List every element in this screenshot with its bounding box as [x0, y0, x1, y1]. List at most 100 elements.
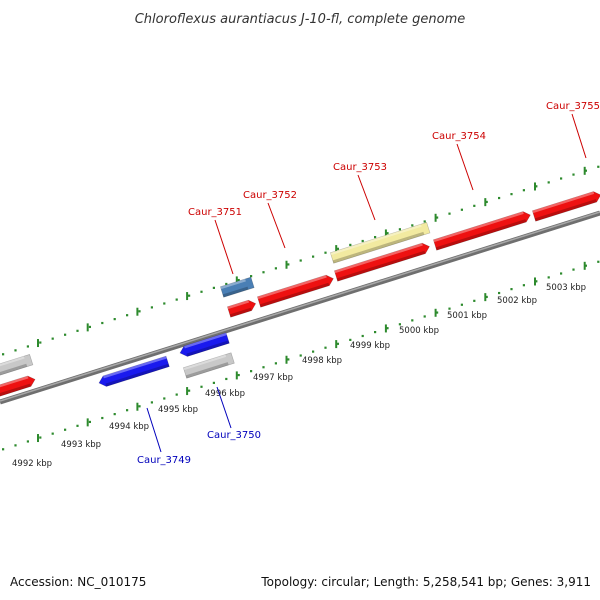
- ruler-dot: [39, 341, 42, 344]
- ruler-dot: [14, 444, 17, 447]
- ruler-dot: [2, 448, 5, 451]
- ruler-dot: [64, 428, 67, 431]
- ruler-dot: [460, 208, 463, 211]
- ruler-dot: [448, 307, 451, 310]
- ruler-upper: [2, 165, 600, 356]
- scale-label: 4994 kbp: [109, 422, 149, 432]
- ruler-dot: [312, 350, 315, 353]
- ruler-dot: [460, 303, 463, 306]
- ruler-lower: [2, 260, 600, 451]
- ruler-dot: [349, 243, 352, 247]
- ruler-dot: [101, 416, 104, 420]
- ruler-dot: [274, 362, 277, 365]
- ruler-dot: [584, 169, 587, 172]
- ruler-dot: [386, 232, 389, 235]
- ruler-dot: [597, 165, 600, 168]
- callout-line: [571, 113, 587, 159]
- ruler-dot: [237, 373, 240, 377]
- ruler-dot: [485, 295, 488, 299]
- gene-label: Caur_3750: [207, 430, 261, 441]
- ruler-dot: [225, 282, 228, 286]
- ruler-dot: [188, 389, 191, 392]
- ruler-dot: [225, 377, 228, 381]
- ruler-dot: [411, 319, 414, 322]
- accession-label: Accession: NC_010175: [10, 575, 146, 589]
- scale-label: 4992 kbp: [12, 459, 52, 469]
- ruler-dot: [436, 216, 439, 219]
- ruler-dot: [26, 345, 29, 348]
- ruler-dot: [510, 193, 513, 196]
- ruler-dot: [336, 342, 339, 345]
- ruler-dot: [175, 298, 178, 301]
- ruler-dot: [448, 212, 451, 215]
- ruler-dot: [237, 278, 240, 282]
- ruler-dot: [485, 200, 488, 204]
- ruler-dot: [324, 346, 327, 349]
- callout-line: [146, 407, 162, 453]
- ruler-dot: [386, 327, 389, 330]
- gene-label: Caur_3754: [432, 131, 486, 142]
- gene-label: Caur_3749: [137, 455, 191, 466]
- ruler-dot: [535, 185, 538, 188]
- ruler-dot: [113, 413, 116, 416]
- gene-arrow-caur-3752: [256, 274, 334, 308]
- ruler-dot: [101, 321, 104, 325]
- gene-label: Caur_3751: [188, 207, 242, 218]
- genome-summary: Topology: circular; Length: 5,258,541 bp…: [260, 575, 591, 589]
- scale-label: 4999 kbp: [350, 341, 390, 351]
- ruler-dot: [64, 333, 67, 336]
- scale-label: 4998 kbp: [302, 356, 342, 366]
- ruler-dot: [398, 323, 401, 326]
- ruler-dot: [39, 436, 42, 439]
- ruler-dot: [374, 235, 377, 239]
- scale-label: 4997 kbp: [253, 373, 293, 383]
- ruler-dot: [51, 432, 54, 435]
- ruler-dot: [138, 310, 141, 313]
- ruler-dot: [436, 311, 439, 314]
- scale-label: 5003 kbp: [546, 283, 586, 293]
- ruler-dot: [287, 263, 290, 266]
- ruler-dot: [262, 271, 265, 274]
- callout-line: [214, 219, 234, 275]
- ruler-dot: [398, 228, 401, 231]
- ruler-dot: [212, 286, 215, 289]
- gene-arrow-caur-3755: [531, 191, 600, 222]
- callout-line: [216, 386, 232, 429]
- ruler-dot: [572, 173, 575, 176]
- ruler-dot: [175, 393, 178, 396]
- gene-label: Caur_3753: [333, 162, 387, 173]
- ruler-dot: [200, 290, 203, 293]
- ruler-dot: [26, 440, 29, 443]
- ruler-dot: [547, 276, 550, 279]
- ruler-dot: [113, 318, 116, 321]
- ruler-dot: [324, 251, 327, 254]
- scale-label: 4995 kbp: [158, 405, 198, 415]
- ruler-dot: [361, 239, 364, 243]
- gene-arrow-caur-3750: [182, 352, 235, 379]
- ruler-dot: [287, 358, 290, 361]
- gene-arrow-forward: [0, 375, 36, 398]
- ruler-dot: [138, 405, 141, 408]
- ruler-dot: [14, 349, 17, 352]
- ruler-dot: [274, 267, 277, 270]
- ruler-dot: [473, 204, 476, 207]
- ruler-dot: [76, 329, 79, 332]
- gene-arrow-caur-3749: [98, 355, 170, 387]
- ruler-dot: [2, 353, 5, 356]
- genome-backbone: [0, 210, 600, 405]
- ruler-dot: [88, 325, 91, 329]
- gene-arrow-caur-3754: [432, 211, 531, 251]
- scale-label: 4993 kbp: [61, 440, 101, 450]
- ruler-dot: [76, 424, 79, 427]
- ruler-dot: [150, 306, 153, 309]
- ruler-dot: [572, 268, 575, 271]
- ruler-dot: [262, 366, 265, 369]
- ruler-dot: [560, 177, 563, 180]
- ruler-dot: [336, 247, 339, 250]
- ruler-dot: [163, 397, 166, 400]
- ruler-dot: [597, 260, 600, 263]
- ruler-dot: [88, 420, 91, 424]
- gene-arrow-caur-3753: [333, 242, 430, 282]
